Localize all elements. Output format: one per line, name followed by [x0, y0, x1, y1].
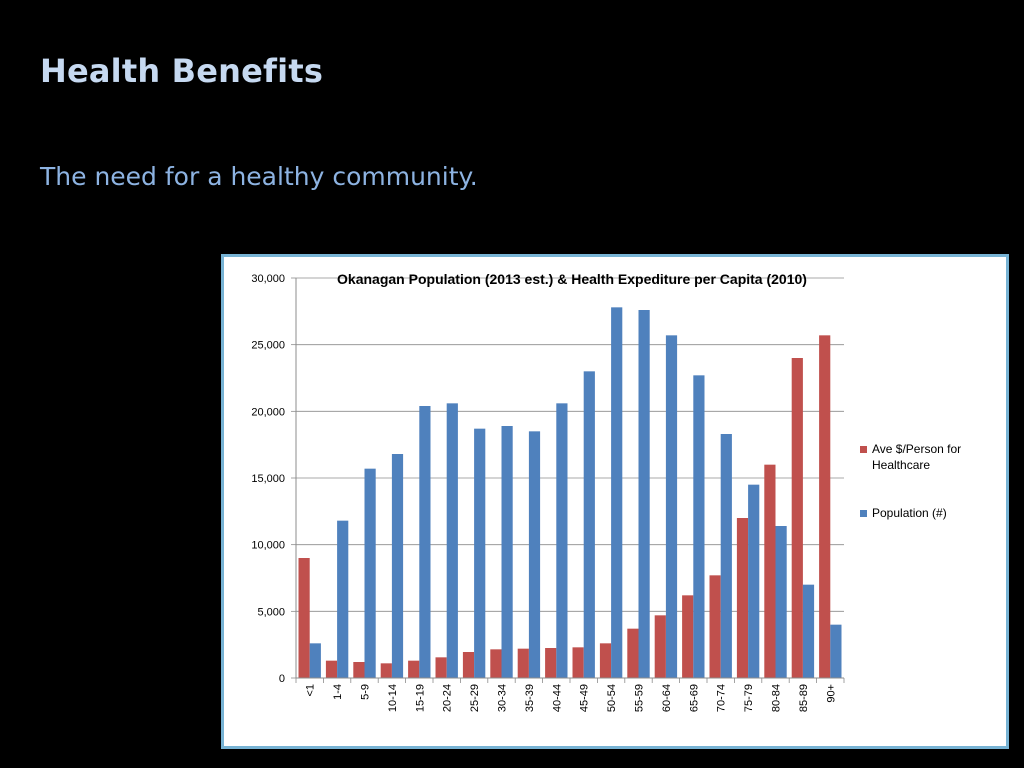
- bar-population: [337, 520, 349, 678]
- bar-healthcare-spend: [545, 648, 557, 678]
- bar-healthcare-spend: [627, 628, 639, 678]
- bar-healthcare-spend: [380, 663, 392, 678]
- bar-healthcare-spend: [819, 335, 831, 678]
- x-tick-label: 40-44: [551, 684, 563, 712]
- bar-population: [611, 307, 623, 678]
- grid-lines: [296, 277, 844, 612]
- x-tick-label: 90+: [825, 684, 837, 703]
- chart-container: 0 5,000 10,000 15,000 20,000 25,000 30,000 <1 1-…: [221, 254, 1009, 749]
- bar-healthcare-spend: [736, 518, 749, 678]
- x-tick-label: 60-64: [661, 684, 673, 712]
- chart-svg: 0 5,000 10,000 15,000 20,000 25,000 30,000 <1 1-…: [251, 271, 961, 712]
- x-tick-label: 85-89: [798, 684, 810, 712]
- slide-subtitle: The need for a healthy community.: [40, 162, 478, 191]
- x-tick-label: 80-84: [771, 684, 783, 712]
- x-tick-label: 20-24: [442, 684, 454, 712]
- bar-population: [720, 434, 732, 678]
- axes: 0 5,000 10,000 15,000 20,000 25,000 30,000 <1 1-…: [251, 273, 845, 712]
- bar-population: [830, 624, 842, 678]
- bar-healthcare-spend: [682, 595, 694, 678]
- bar-population: [665, 335, 678, 678]
- legend-label-healthcare: Ave $/Person for Healthcare: [872, 442, 961, 472]
- bar-healthcare-spend: [353, 662, 365, 678]
- y-tick-label: 5,000: [257, 606, 285, 618]
- y-tick-label: 30,000: [251, 273, 285, 285]
- bar-population: [446, 403, 458, 678]
- bar-healthcare-spend: [298, 558, 310, 678]
- x-tick-label: 55-59: [634, 684, 646, 712]
- x-tick-label: 30-34: [497, 684, 509, 712]
- y-tick-label: 20,000: [251, 406, 285, 418]
- bar-population: [802, 584, 815, 678]
- legend-swatch-population: [860, 510, 867, 517]
- bar-population: [556, 403, 568, 678]
- bar-population: [748, 484, 760, 678]
- bar-healthcare-spend: [764, 464, 776, 678]
- y-tick-label: 15,000: [251, 473, 285, 485]
- x-tick-label: 45-49: [579, 684, 591, 712]
- bar-healthcare-spend: [517, 648, 529, 678]
- x-tick-label: 25-29: [469, 684, 481, 712]
- x-tick-label: 75-79: [743, 684, 755, 712]
- bar-healthcare-spend: [709, 575, 721, 678]
- legend-label-population: Population (#): [872, 506, 947, 520]
- bar-population: [775, 526, 787, 678]
- x-tick-label: 10-14: [387, 684, 399, 712]
- bar-healthcare-spend: [408, 660, 420, 678]
- x-tick-label: 35-39: [524, 684, 536, 712]
- x-tick-label: 50-54: [606, 684, 618, 712]
- bar-population: [501, 426, 513, 678]
- bar-population: [419, 406, 431, 678]
- bars: [298, 307, 842, 678]
- chart-title: Okanagan Population (2013 est.) & Health…: [337, 271, 807, 287]
- slide-title: Health Benefits: [40, 52, 324, 90]
- bar-population: [528, 431, 541, 678]
- bar-population: [638, 310, 650, 678]
- x-tick-label: 70-74: [716, 684, 728, 712]
- y-tick-label: 0: [279, 673, 285, 685]
- bar-healthcare-spend: [325, 660, 338, 678]
- y-tick-label: 10,000: [251, 540, 285, 552]
- bar-healthcare-spend: [462, 652, 475, 678]
- bar-population: [693, 375, 705, 678]
- bar-healthcare-spend: [572, 647, 584, 678]
- x-tick-label: 1-4: [332, 684, 344, 700]
- bar-healthcare-spend: [490, 649, 502, 678]
- bar-healthcare-spend: [599, 643, 612, 678]
- bar-population: [364, 468, 376, 678]
- legend-swatch-healthcare: [860, 446, 867, 453]
- legend: Ave $/Person for Healthcare Population (#): [860, 442, 961, 520]
- y-tick-label: 25,000: [251, 340, 285, 352]
- bar-healthcare-spend: [791, 358, 803, 678]
- bar-population: [583, 371, 595, 678]
- x-tick-label: <1: [305, 684, 317, 697]
- bar-healthcare-spend: [435, 657, 447, 678]
- x-tick-label: 15-19: [414, 684, 426, 712]
- bar-population: [391, 454, 404, 678]
- x-tick-label: 65-69: [688, 684, 700, 712]
- bar-population: [474, 428, 486, 678]
- bar-population: [309, 643, 321, 678]
- bar-healthcare-spend: [654, 615, 666, 678]
- x-tick-label: 5-9: [360, 684, 372, 700]
